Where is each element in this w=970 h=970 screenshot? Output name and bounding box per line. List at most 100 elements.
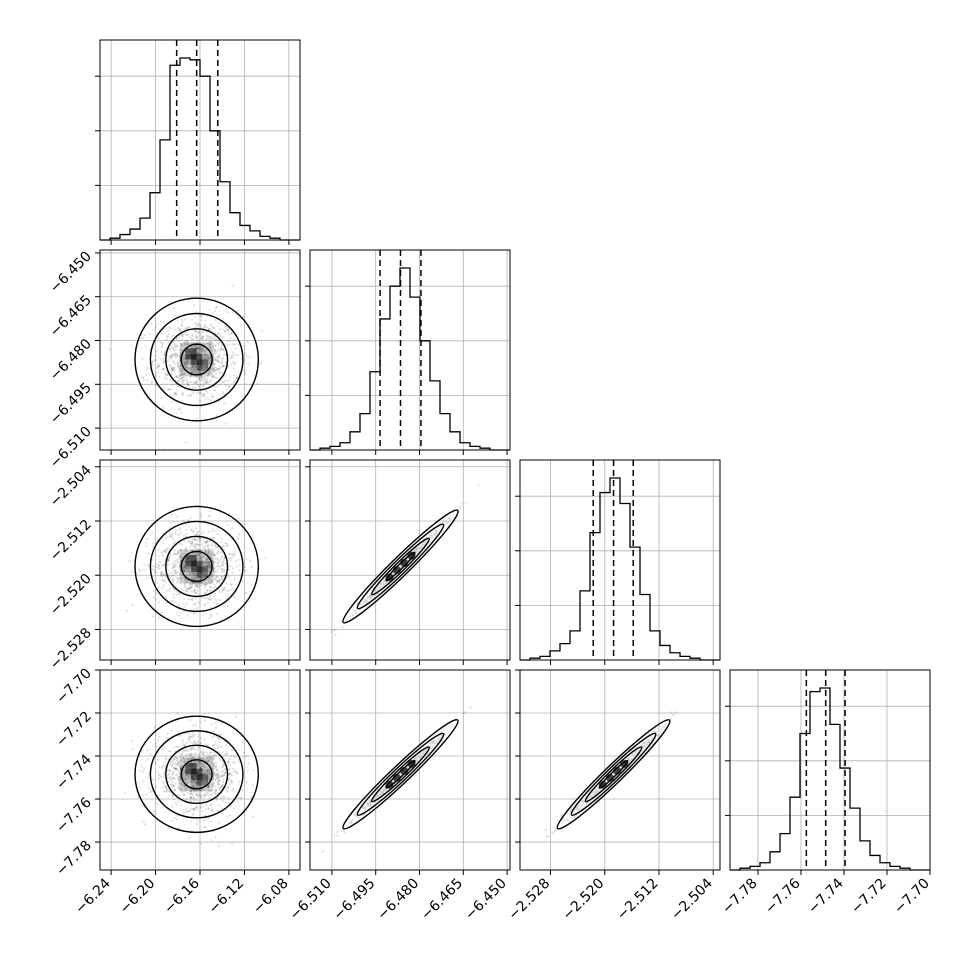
sample-point [214,344,217,347]
sample-point [208,328,211,331]
sample-point [164,550,167,553]
sample-point [199,721,202,724]
sample-point [431,740,434,743]
sample-point [215,761,218,764]
sample-point [186,614,189,617]
sample-point [161,780,164,783]
sample-point [158,560,161,564]
sample-point [382,789,385,792]
sample-point [175,576,178,579]
sample-point [218,741,221,744]
sample-point [173,315,176,318]
sample-point [201,810,204,813]
sample-point [179,334,182,337]
sample-point [205,743,208,746]
sample-point [172,758,175,762]
sample-point [184,749,187,752]
sample-point [216,332,219,336]
sample-point [179,555,182,558]
sample-point [188,380,191,383]
sample-point [175,353,179,356]
sample-point [221,785,224,788]
sample-point [212,767,216,770]
sample-point [160,776,163,779]
sample-point [152,596,155,599]
sample-point [185,589,188,593]
sample-point [415,760,418,763]
sample-point [210,379,213,382]
sample-point [172,340,175,343]
sample-point [234,715,238,718]
sample-point [185,602,189,605]
sample-point [171,400,174,403]
sample-point [227,786,230,789]
sample-point [214,785,217,788]
sample-point [163,376,167,379]
sample-point [123,792,126,795]
sample-point [421,545,424,548]
sample-point [204,568,207,571]
sample-point [193,574,197,577]
sample-point [233,338,236,341]
sample-point [210,615,213,618]
sample-point [224,379,227,383]
sample-point [423,541,427,544]
sample-point [203,358,206,361]
sample-point [192,812,195,816]
sample-point [185,566,188,569]
sample-point [176,361,180,364]
sample-point [364,597,367,601]
sample-point [243,359,246,362]
sample-point [156,548,160,551]
sample-point [219,332,222,335]
sample-point [202,805,205,808]
sample-point [185,523,188,526]
sample-point [189,789,192,792]
sample-point [226,339,229,342]
sample-point [174,532,177,536]
sample-point [191,333,195,336]
sample-point [213,584,217,587]
sample-point [209,586,212,589]
sample-point [166,774,169,777]
sample-point [189,542,192,545]
sample-point [203,545,206,548]
sample-point [218,578,221,581]
sample-point [189,376,192,379]
sample-point [234,769,237,772]
sample-point [160,766,163,769]
sample-point [631,752,634,755]
sample-point [433,533,436,536]
sample-point [215,612,218,616]
sample-point [384,790,387,793]
sample-point [173,392,176,395]
sample-point [428,535,431,538]
sample-point [144,541,147,544]
sample-point [186,782,189,785]
sample-point [187,566,190,570]
sample-point [164,549,167,552]
sample-point [203,712,206,716]
sample-point [377,795,380,798]
sample-point [128,560,131,563]
sample-point [181,323,184,327]
sample-point [155,745,158,748]
sample-point [194,381,197,384]
sample-point [157,564,160,567]
sample-point [197,348,200,351]
sample-point [232,353,235,357]
sample-point [200,379,203,382]
sample-point [205,561,208,564]
sample-point [189,540,192,543]
sample-point [215,414,218,417]
sample-point [641,743,644,746]
sample-point [181,343,184,346]
sample-point [190,748,193,751]
sample-point [376,793,379,796]
sample-point [416,547,420,550]
sample-point [164,756,167,760]
sample-point [195,336,198,339]
sample-point [183,565,187,569]
sample-point [382,788,385,791]
